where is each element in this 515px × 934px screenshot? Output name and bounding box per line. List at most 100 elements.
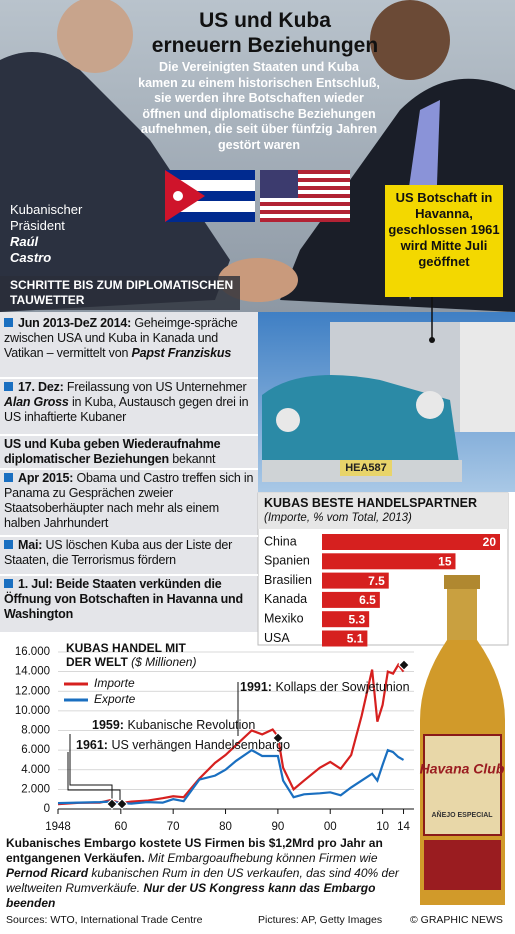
y-tick-label: 6.000 xyxy=(21,744,50,756)
x-tick-label: 10 xyxy=(376,821,389,833)
credits: Pictures: AP, Getty Images xyxy=(258,914,383,926)
bar xyxy=(322,611,370,628)
line-title-text: KUBAS HANDEL MIT DER WELT xyxy=(66,641,186,669)
bar-header xyxy=(258,493,508,529)
separator xyxy=(0,377,258,379)
bullet xyxy=(4,382,13,391)
category-label: Brasilien xyxy=(264,573,312,587)
timeline-item: Apr 2015: Obama und Castro treffen sich … xyxy=(4,471,254,531)
y-tick-label: 8.000 xyxy=(21,725,50,737)
line-subtitle: ($ Millionen) xyxy=(131,655,197,669)
timeline-item: 1. Jul: Beide Staaten verkünden die Öffn… xyxy=(4,577,254,622)
bar-title: KUBAS BESTE HANDELSPARTNER xyxy=(264,496,477,510)
callout-dot xyxy=(429,337,435,343)
bullet xyxy=(4,579,13,588)
category-label: USA xyxy=(264,631,290,645)
y-tick-label: 12.000 xyxy=(15,685,50,697)
y-tick-label: 14.000 xyxy=(15,666,50,678)
castro-first: Raúl xyxy=(10,234,39,249)
footer: Kubanisches Embargo kostete US Firmen bi… xyxy=(6,836,418,911)
series-line xyxy=(57,662,405,806)
y-tick-label: 0 xyxy=(44,803,50,815)
line-title: KUBAS HANDEL MIT DER WELT ($ Millionen) xyxy=(66,641,206,669)
plate: HEA587 xyxy=(345,462,387,474)
separator xyxy=(0,574,258,576)
castro-head xyxy=(57,0,133,73)
timeline-text: US und Kuba geben Wiederaufnahme diploma… xyxy=(4,437,221,466)
bottle: Havana Club AÑEJO ESPECIAL xyxy=(420,575,505,905)
timeline-text: Mai: xyxy=(18,538,43,552)
x-tick-label: 00 xyxy=(324,821,337,833)
x-tick-label: 90 xyxy=(271,821,284,833)
timeline-text: 1. Jul: Beide Staaten verkünden die Öffn… xyxy=(4,577,243,621)
category-label: China xyxy=(264,534,297,548)
x-tick-label: 60 xyxy=(114,821,127,833)
legend-label: Importe xyxy=(94,676,135,690)
category-label: Spanien xyxy=(264,554,310,568)
annotation-text: US verhängen Handelsembargo xyxy=(108,738,290,752)
timeline-text: Obama und Castro treffen sich in Panama … xyxy=(4,471,254,530)
separator xyxy=(0,535,258,537)
bar xyxy=(322,553,456,570)
title: US und Kuba erneuern Beziehungen xyxy=(150,8,380,58)
callout-box xyxy=(385,185,503,297)
y-tick-label: 10.000 xyxy=(15,705,50,717)
value-label: 6.5 xyxy=(359,593,376,607)
y-tick-label: 2.000 xyxy=(21,783,50,795)
value-label: 5.1 xyxy=(347,632,364,646)
timeline-header-bg xyxy=(0,276,240,310)
annotation: 1991: Kollaps der Sowjetunion xyxy=(240,680,410,694)
annotation-text: Kubanische Revolution xyxy=(124,718,255,732)
leader xyxy=(69,734,113,800)
title-line: erneuern Beziehungen xyxy=(151,34,379,57)
timeline-item: Mai: US löschen Kuba aus der Liste der S… xyxy=(4,538,254,568)
timeline-text: Geheimge-spräche zwischen USA und Kuba i… xyxy=(4,316,238,360)
annotation-year: 1959: xyxy=(92,718,124,732)
leader xyxy=(67,752,121,800)
value-label: 5.3 xyxy=(348,612,365,626)
callout-text: US Botschaft in Havanna, geschlossen 196… xyxy=(388,190,500,269)
marker xyxy=(106,798,118,810)
annotation-year: 1961: xyxy=(76,738,108,752)
copyright: © GRAPHIC NEWS xyxy=(410,914,503,926)
footer-text: Mit Embargoaufhebung können Firmen wie xyxy=(144,851,378,865)
timeline-text: Freilassung von US Unternehmer xyxy=(63,380,247,394)
bar xyxy=(322,630,368,647)
separator xyxy=(0,468,258,470)
timeline-item: Jun 2013-DeZ 2014: Geheimge-spräche zwis… xyxy=(4,316,254,361)
car-photo: HEA587 xyxy=(258,312,515,492)
marker xyxy=(398,659,410,671)
annotation-text: Kollaps der Sowjetunion xyxy=(272,680,410,694)
separator xyxy=(0,434,258,436)
x-tick-label: 14 xyxy=(397,821,410,833)
marker xyxy=(116,798,128,810)
timeline-text: US löschen Kuba aus der Liste der Staate… xyxy=(4,538,233,567)
footer-text: Kubanisches Embargo kostete US Firmen bi… xyxy=(6,836,383,865)
value-label: 20 xyxy=(483,535,497,549)
category-label: Mexiko xyxy=(264,611,304,625)
title-line: US und Kuba xyxy=(199,9,331,32)
timeline-bg xyxy=(0,312,258,632)
source: Sources: WTO, International Trade Centre xyxy=(6,914,203,926)
bottle-brand: Havana Club xyxy=(420,761,505,777)
description: Die Vereinigten Staaten und Kuba kamen z… xyxy=(138,60,380,152)
bar xyxy=(322,572,389,589)
footer-text: Pernod Ricard xyxy=(6,866,89,880)
series-line xyxy=(57,748,405,805)
castro-last: Castro xyxy=(10,250,52,265)
timeline-text: Papst Franziskus xyxy=(131,346,232,360)
bar-subtitle: (Importe, % vom Total, 2013) xyxy=(264,512,412,524)
legend-label: Exporte xyxy=(94,692,136,706)
castro-caption: Kubanischer Präsident Raúl Castro xyxy=(10,202,120,266)
flag-us xyxy=(260,170,350,222)
castro-suit xyxy=(0,52,230,312)
x-tick-label: 70 xyxy=(167,821,180,833)
timeline-text: Jun 2013-DeZ 2014: xyxy=(18,316,132,330)
annotation: 1961: US verhängen Handelsembargo xyxy=(76,738,290,752)
x-tick-label: 80 xyxy=(219,821,232,833)
bullet xyxy=(4,318,13,327)
bullet xyxy=(4,473,13,482)
annotation: 1959: Kubanische Revolution xyxy=(92,718,255,732)
